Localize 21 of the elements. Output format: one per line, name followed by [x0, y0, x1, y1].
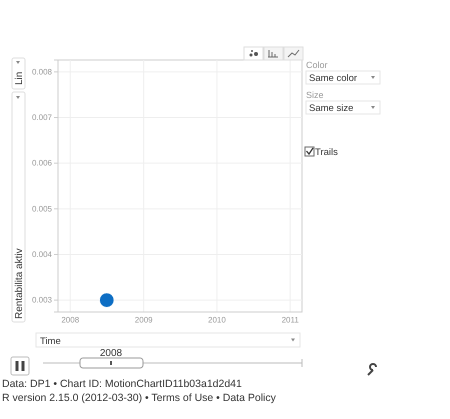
y-tick-label: 0.008 [32, 67, 53, 76]
x-tick-label: 2011 [282, 316, 300, 325]
y-tick-label: 0.007 [32, 113, 53, 122]
text: Color [306, 60, 328, 70]
y-tick-label: 0.006 [32, 158, 53, 168]
text: R version 2.15.0 (2012-03-30) • Terms of Use • Data Policy [2, 392, 277, 404]
y-axis-title: Rentabilita aktiv [14, 248, 25, 319]
x-tick-label: 2010 [208, 316, 226, 325]
y-tick-label: 0.004 [32, 250, 53, 260]
text: Same color [309, 73, 358, 84]
x-axis-title: Time [40, 336, 61, 347]
text: Lin [14, 72, 25, 85]
text: Size [306, 90, 324, 100]
text: Same size [309, 103, 354, 114]
y-tick-label: 0.005 [32, 204, 53, 214]
x-tick-label: 2008 [61, 316, 80, 325]
text: 2008 [100, 348, 123, 359]
text: Data: DP1 • Chart ID: MotionChartID11b03a1d2d41 [2, 378, 242, 390]
y-tick-label: 0.003 [32, 296, 53, 305]
text: Trails [315, 147, 338, 158]
x-tick-label: 2009 [134, 316, 154, 325]
